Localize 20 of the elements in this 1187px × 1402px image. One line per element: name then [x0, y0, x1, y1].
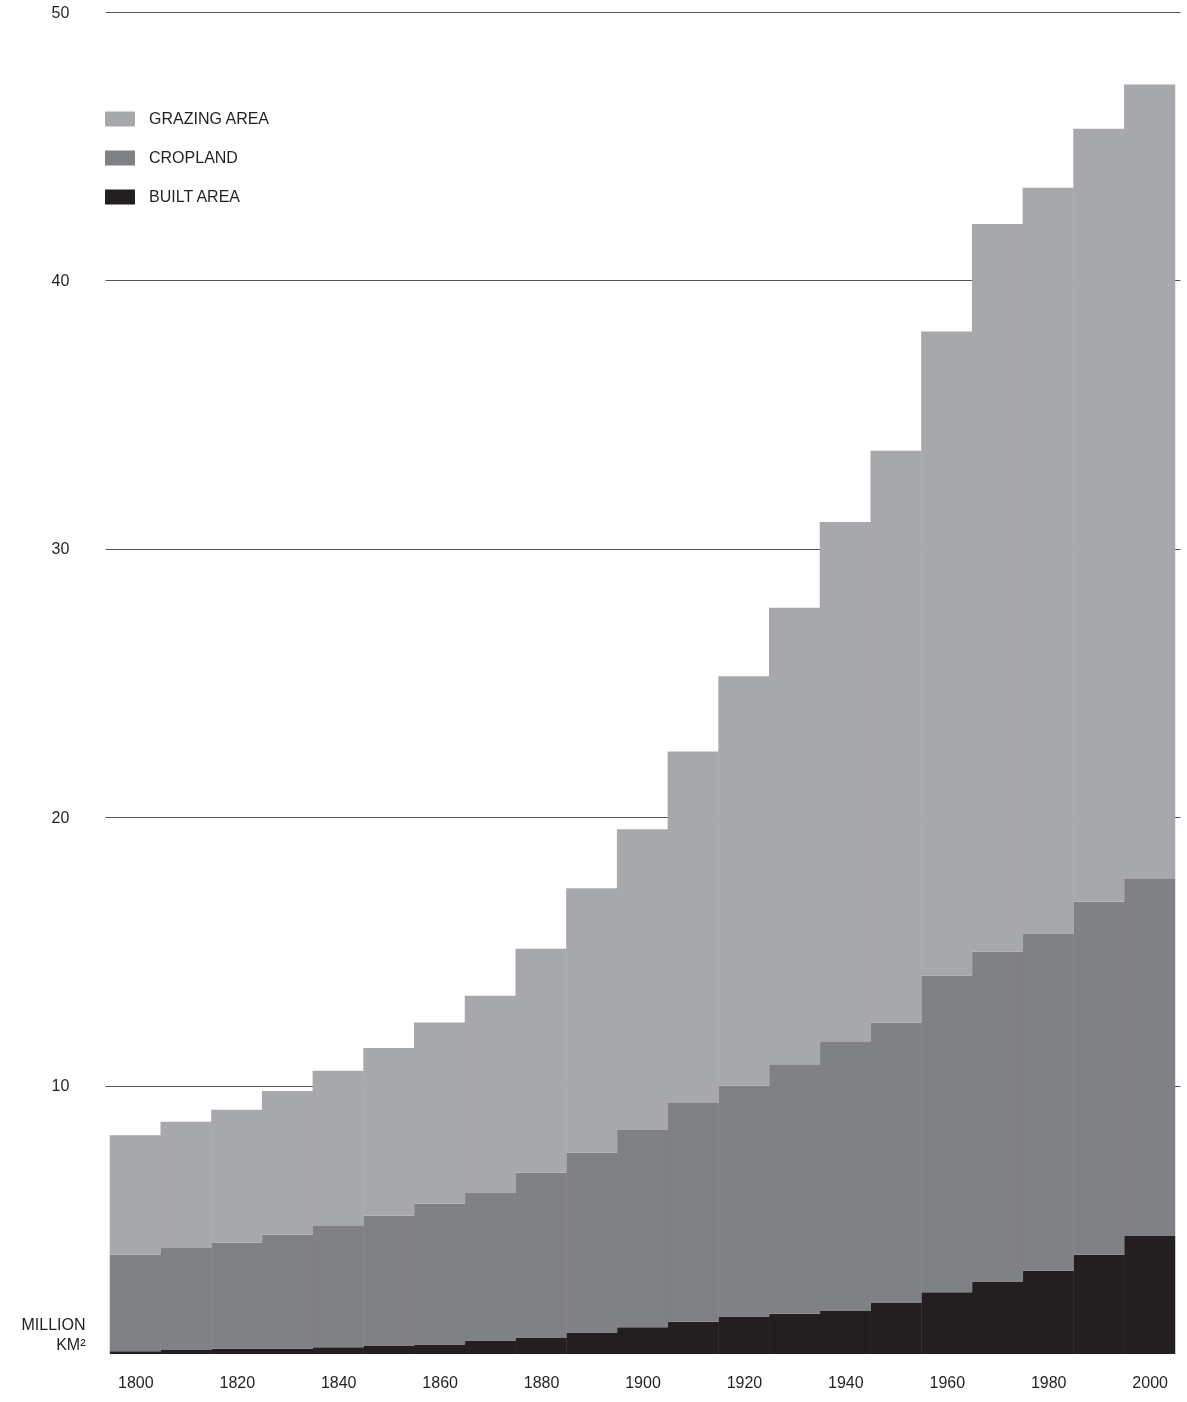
y-tick-label: 10	[51, 1077, 70, 1095]
legend-label: GRAZING AREA	[149, 110, 270, 127]
x-tick-label: 1860	[422, 1373, 459, 1391]
x-tick-label: 1880	[523, 1373, 560, 1391]
x-tick-label: 1800	[118, 1373, 154, 1391]
y-tick-label: 40	[51, 271, 70, 289]
x-tick-label: 1920	[726, 1373, 763, 1391]
legend-label: CROPLAND	[149, 149, 238, 166]
y-tick-label: 20	[51, 808, 70, 826]
x-tick-label: 1840	[320, 1373, 357, 1391]
x-tick-label: 1820	[219, 1373, 256, 1391]
x-tick-label: 1900	[625, 1373, 661, 1391]
y-tick-label: 30	[51, 540, 70, 558]
y-axis-title: MILLION KM²	[21, 1315, 87, 1353]
legend-label: BUILT AREA	[149, 188, 241, 205]
x-tick-label: 2000	[1132, 1373, 1169, 1391]
x-tick-label: 1940	[828, 1373, 864, 1391]
x-tick-label: 1960	[929, 1373, 966, 1391]
y-tick-label: 50	[51, 3, 70, 21]
x-tick-label: 1980	[1030, 1373, 1067, 1391]
